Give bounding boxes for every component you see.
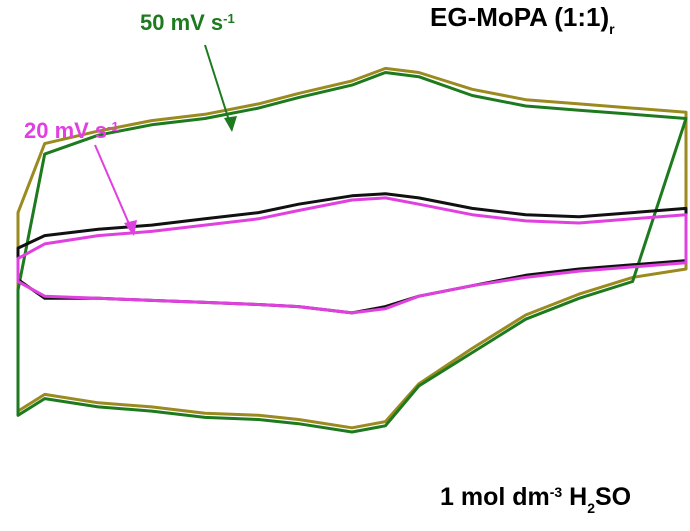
annotation-50-mv-arrow — [204, 44, 233, 131]
chart-title: EG-MoPA (1:1)r — [430, 2, 615, 37]
annotation-20-mv-arrowhead — [124, 220, 137, 236]
cv-curves — [16, 66, 688, 434]
cv-series-0-line — [16, 66, 688, 430]
annotation-20-mv-arrow — [94, 144, 134, 234]
annotation-20-mv: 20 mV s-1 — [24, 118, 119, 143]
electrolyte-label: 1 mol dm-3 H2SO — [440, 483, 631, 516]
cv-series-3-line — [16, 196, 688, 315]
annotation-50-mv: 50 mV s-1 — [140, 10, 235, 35]
cv-series-1-line — [16, 71, 688, 434]
annotation-50-mv-arrowhead — [224, 116, 237, 132]
